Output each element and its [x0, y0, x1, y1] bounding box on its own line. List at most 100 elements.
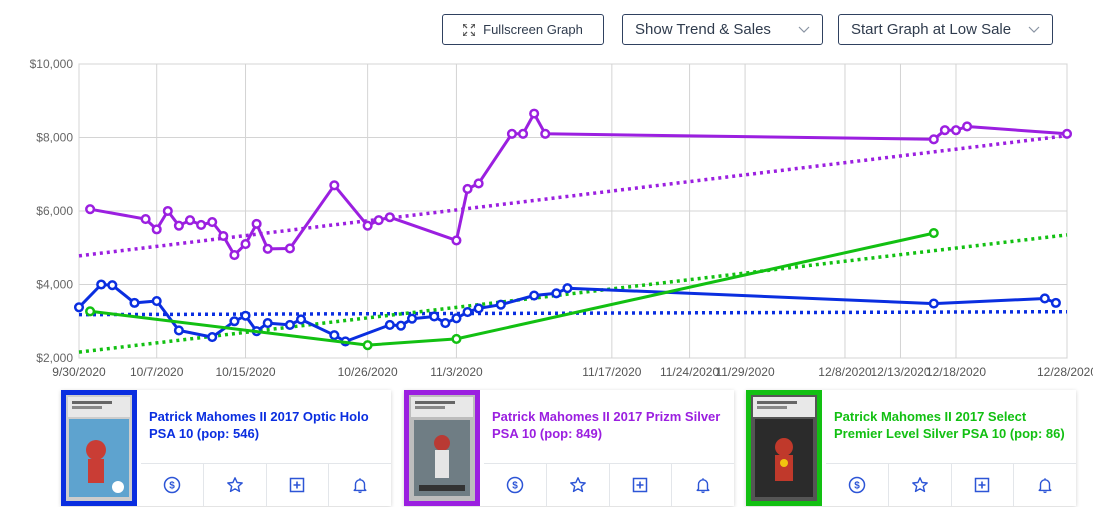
data-point-series-1-18 [429, 311, 440, 322]
data-point-series-1-19 [440, 318, 451, 329]
chevron-down-icon [798, 26, 810, 33]
data-point-series-0-0 [85, 204, 96, 215]
x-tick-label: 11/29/2020 [715, 365, 774, 379]
data-point-series-0-27 [950, 125, 962, 136]
data-point-series-1-17 [406, 313, 418, 324]
card-image-icon [751, 395, 817, 501]
card-image-icon [66, 395, 132, 501]
alert-button[interactable] [328, 464, 391, 506]
alert-button[interactable] [1013, 464, 1076, 506]
data-point-series-1-6 [207, 332, 218, 343]
data-point-series-0-29 [1061, 128, 1073, 139]
add-collection-button[interactable] [608, 464, 672, 506]
dollar-icon: $ [506, 476, 524, 494]
start-graph-select[interactable]: Start Graph at Low Sale [838, 14, 1053, 45]
data-point-series-0-21 [506, 128, 517, 139]
data-point-series-2-3 [928, 228, 939, 239]
card-title[interactable]: Patrick Mahomes II 2017 Prizm Silver PSA… [492, 409, 721, 441]
x-tick-label: 11/17/2020 [582, 365, 641, 379]
bell-icon [353, 478, 367, 494]
sales-line-chart: $2,000 $4,000 $6,000 $8,000 $10,000 9/30/2020… [30, 57, 1093, 379]
card-thumbnail[interactable] [404, 390, 480, 506]
card-actions: $ [141, 463, 391, 506]
bell-icon [1038, 478, 1052, 494]
card-actions: $ [826, 463, 1076, 506]
fullscreen-graph-button[interactable]: Fullscreen Graph [442, 14, 604, 45]
data-point-series-0-2 [151, 224, 162, 235]
data-point-series-0-24 [540, 128, 551, 139]
data-point-series-1-21 [462, 307, 473, 318]
data-point-series-1-7 [229, 316, 240, 327]
data-point-series-1-8 [240, 310, 251, 321]
card-prizm-silver[interactable]: Patrick Mahomes II 2017 Prizm Silver PSA… [404, 390, 734, 506]
favorite-button[interactable] [887, 464, 951, 506]
dollar-icon: $ [163, 476, 181, 494]
data-point-series-1-12 [295, 314, 307, 325]
favorite-button[interactable] [202, 464, 266, 506]
data-point-series-0-8 [218, 230, 229, 242]
y-tick-label: $8,000 [36, 131, 73, 145]
data-point-series-0-7 [207, 216, 218, 228]
x-tick-label: 12/8/2020 [818, 365, 872, 379]
data-point-series-1-0 [73, 302, 85, 313]
data-point-series-1-28 [1039, 293, 1050, 304]
card-select-premier[interactable]: Patrick Mahomes II 2017 Select Premier L… [746, 390, 1076, 506]
y-tick-label: $4,000 [36, 278, 73, 292]
price-button[interactable]: $ [141, 464, 203, 506]
data-point-series-0-28 [962, 121, 973, 132]
x-tick-label: 9/30/2020 [52, 365, 106, 379]
data-point-series-0-3 [162, 205, 173, 217]
card-thumbnail[interactable] [746, 390, 822, 506]
data-point-series-0-16 [373, 215, 384, 226]
data-point-series-0-4 [173, 220, 184, 231]
bell-icon [696, 478, 710, 494]
add-collection-button[interactable] [265, 464, 329, 506]
start-graph-select-value: Start Graph at Low Sale [851, 21, 1012, 38]
alert-button[interactable] [671, 464, 734, 506]
card-optic-holo[interactable]: Patrick Mahomes II 2017 Optic Holo PSA 1… [61, 390, 391, 506]
data-point-series-0-10 [240, 239, 251, 250]
series-line-2 [89, 231, 935, 347]
data-point-series-2-2 [451, 333, 462, 344]
data-point-series-1-13 [329, 330, 340, 341]
data-point-series-0-26 [939, 125, 950, 136]
card-title[interactable]: Patrick Mahomes II 2017 Optic Holo PSA 1… [149, 409, 369, 441]
data-point-series-0-13 [284, 243, 295, 254]
data-point-series-0-1 [140, 214, 151, 225]
add-collection-button[interactable] [950, 464, 1014, 506]
x-tick-label: 12/13/2020 [870, 365, 930, 379]
chevron-down-icon [1028, 26, 1040, 33]
data-point-series-1-23 [495, 299, 506, 310]
x-tick-label: 10/15/2020 [215, 365, 275, 379]
data-point-series-1-16 [395, 320, 406, 331]
x-tick-label: 12/18/2020 [926, 365, 986, 379]
data-point-series-1-24 [529, 290, 540, 301]
card-title[interactable]: Patrick Mahomes II 2017 Select Premier L… [834, 409, 1065, 441]
show-trend-select-value: Show Trend & Sales [635, 21, 771, 38]
card-thumbnail[interactable] [61, 390, 137, 506]
show-trend-select[interactable]: Show Trend & Sales [622, 14, 823, 45]
data-point-series-1-11 [284, 319, 295, 330]
price-button[interactable]: $ [826, 464, 888, 506]
x-tick-label: 10/7/2020 [130, 365, 184, 379]
data-point-series-2-0 [85, 306, 96, 317]
svg-text:$: $ [169, 481, 175, 492]
data-point-series-0-12 [262, 243, 273, 254]
card-image-icon [409, 395, 475, 501]
data-point-series-0-9 [229, 250, 240, 261]
trend-line-series-0 [78, 133, 1068, 258]
data-point-series-0-20 [473, 178, 484, 189]
svg-text:$: $ [512, 481, 518, 492]
data-point-series-1-26 [562, 283, 573, 294]
star-icon [911, 477, 928, 493]
data-point-series-0-22 [517, 128, 529, 139]
data-point-series-0-14 [329, 180, 340, 191]
data-point-series-0-17 [384, 212, 395, 223]
price-button[interactable]: $ [484, 464, 546, 506]
favorite-button[interactable] [545, 464, 609, 506]
data-point-series-0-18 [451, 235, 462, 246]
data-point-series-1-4 [151, 295, 162, 307]
data-point-series-1-20 [451, 313, 462, 324]
data-point-series-1-1 [96, 279, 107, 290]
card-actions: $ [484, 463, 734, 506]
